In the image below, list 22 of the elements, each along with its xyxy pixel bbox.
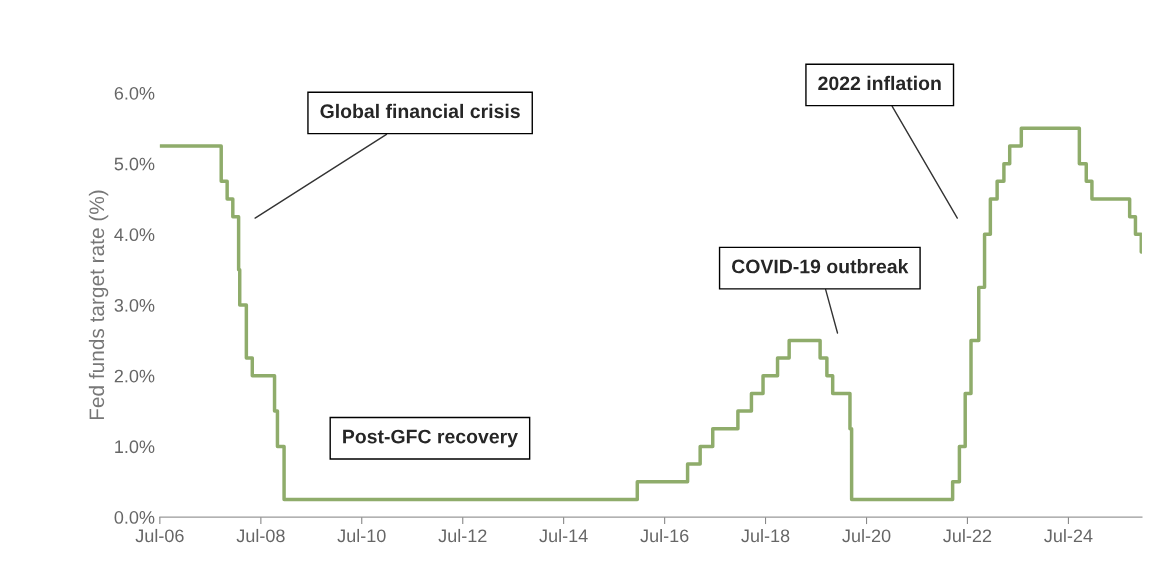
annotation: Global financial crisis: [320, 103, 520, 119]
annotation: Post-GFC recovery: [343, 429, 518, 448]
y-axis-title: Fed funds target rate (%): [88, 190, 109, 420]
y-tick-label: 6.0%: [114, 86, 155, 100]
x-tick-label: Jul-24: [1044, 528, 1093, 543]
x-tick-label: Jul-12: [438, 528, 487, 543]
x-tick-label: Jul-22: [943, 528, 992, 543]
y-tick-label: 0.0%: [114, 511, 155, 524]
x-tick-label: Jul-08: [236, 528, 285, 543]
y-tick-label: 4.0%: [114, 228, 155, 242]
x-tick-label: Jul-06: [135, 528, 184, 543]
x-tick-label: Jul-14: [539, 528, 588, 543]
x-tick-label: Jul-20: [842, 528, 891, 543]
y-tick-label: 1.0%: [115, 440, 155, 454]
annotation: COVID-19 outbreak: [732, 259, 909, 274]
y-tick-label: 2.0%: [114, 369, 155, 383]
text: 2022 inflation: [818, 75, 941, 91]
x-tick-label: Jul-10: [337, 528, 386, 543]
x-tick-label: Jul-16: [640, 528, 689, 543]
y-tick-label: 3.0%: [114, 298, 155, 312]
x-tick-label: Jul-18: [741, 528, 790, 543]
y-tick-label: 5.0%: [114, 157, 155, 171]
